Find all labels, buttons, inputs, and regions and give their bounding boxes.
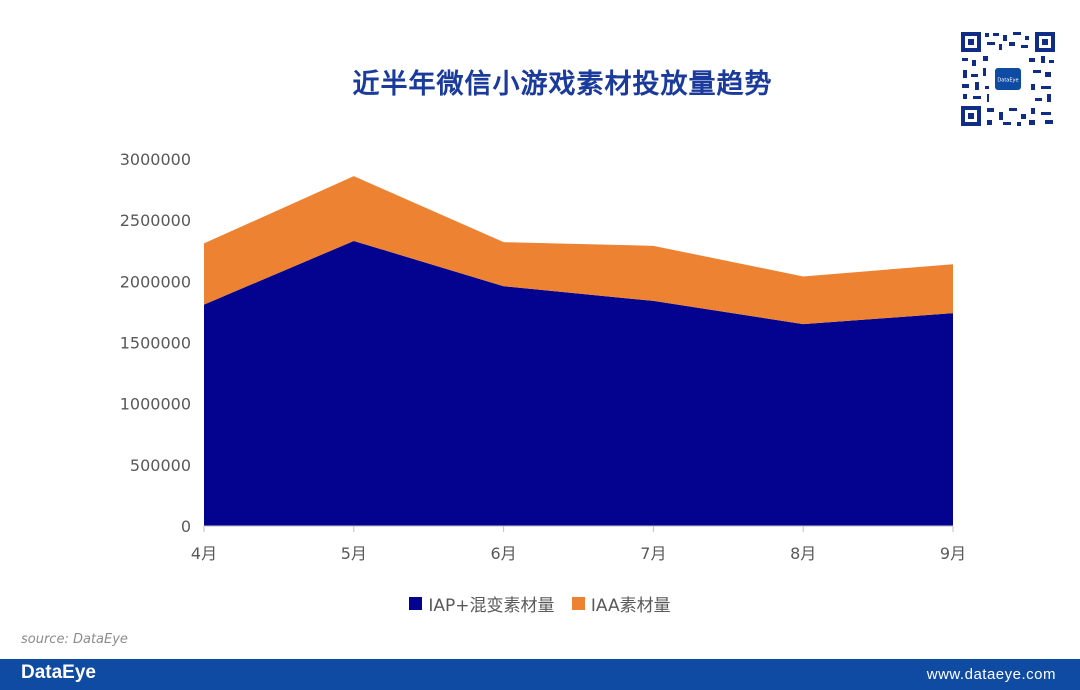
y-tick-label: 0 <box>181 517 191 536</box>
x-tick-label: 8月 <box>790 544 816 563</box>
x-tick-label: 4月 <box>191 544 217 563</box>
x-tick-label: 6月 <box>491 544 517 563</box>
series-area-1 <box>204 176 953 325</box>
qr-code: DataEye <box>959 30 1057 128</box>
y-tick-label: 1500000 <box>120 334 191 353</box>
chart-title: 近半年微信小游戏素材投放量趋势 <box>352 69 773 100</box>
legend-swatch-iap <box>409 597 423 610</box>
footer-bar: DataEye www.dataeye.com <box>0 659 1080 690</box>
footer-brand-logo: DataEye <box>21 662 96 683</box>
chart-legend: IAP+混变素材量 IAA素材量 <box>0 591 1080 616</box>
legend-label-iap: IAP+混变素材量 <box>428 596 555 616</box>
y-tick-label: 1000000 <box>120 395 191 414</box>
x-tick-label: 9月 <box>940 544 966 563</box>
y-tick-label: 2000000 <box>120 272 191 291</box>
source-note: source: DataEye <box>21 632 128 647</box>
y-tick-label: 3000000 <box>120 150 191 169</box>
x-tick-label: 7月 <box>640 544 666 563</box>
y-tick-label: 2500000 <box>120 211 191 230</box>
qr-logo-text: DataEye <box>997 78 1018 84</box>
y-tick-label: 500000 <box>130 456 191 475</box>
x-tick-label: 5月 <box>341 544 367 563</box>
footer-url[interactable]: www.dataeye.com <box>926 666 1056 683</box>
series-area-0 <box>204 240 953 527</box>
legend-swatch-iaa <box>571 597 585 610</box>
legend-item-iap: IAP+混变素材量 <box>409 591 554 616</box>
legend-label-iaa: IAA素材量 <box>590 596 671 616</box>
legend-item-iaa: IAA素材量 <box>571 591 671 616</box>
